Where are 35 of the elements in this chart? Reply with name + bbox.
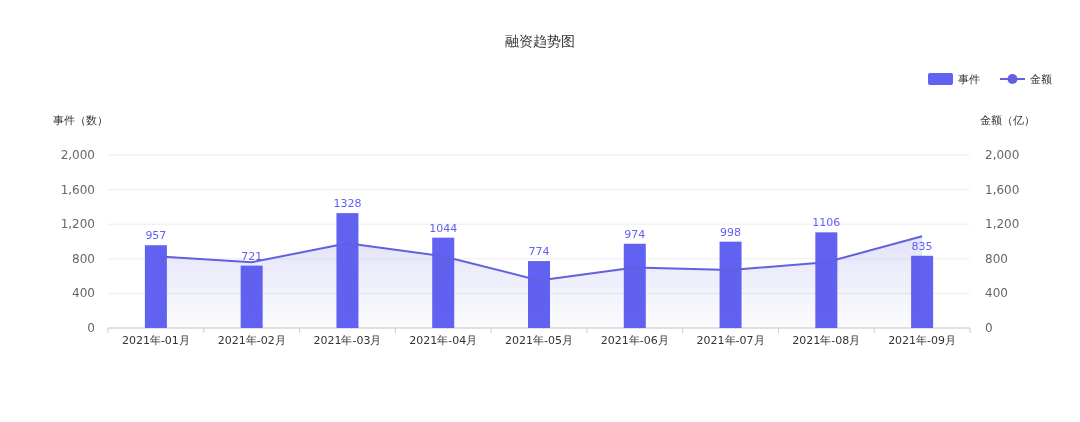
- y-tick-label: 0: [87, 321, 95, 335]
- y-tick-label: 2,000: [60, 148, 95, 162]
- x-tick-label: 2021年-03月: [313, 334, 382, 347]
- y2-axis-title: 金额（亿）: [979, 114, 1035, 127]
- x-tick-label: 2021年-06月: [600, 334, 669, 347]
- legend-label: 金额: [1030, 73, 1052, 86]
- chart-title: 融资趋势图: [505, 33, 575, 49]
- x-tick-label: 2021年-09月: [888, 334, 957, 347]
- y2-tick-label: 2,000: [985, 148, 1020, 162]
- y-tick-label: 1,200: [60, 217, 95, 232]
- data-label: 721: [241, 249, 263, 263]
- data-label: 1044: [429, 221, 458, 235]
- x-tick-label: 2021年-04月: [409, 334, 478, 347]
- y2-tick-label: 1,600: [985, 182, 1020, 197]
- y-tick-label: 800: [72, 251, 95, 266]
- data-label: 974: [624, 227, 646, 241]
- legend-label: 事件: [958, 73, 980, 86]
- y-axis-title: 事件（数）: [52, 114, 108, 127]
- x-tick-label: 2021年-01月: [121, 334, 190, 347]
- y2-tick-label: 0: [985, 321, 993, 335]
- data-label: 998: [720, 225, 742, 239]
- y-tick-label: 400: [72, 286, 95, 301]
- data-label: 1328: [333, 197, 362, 211]
- y-tick-label: 1,600: [60, 182, 95, 197]
- data-label: 774: [528, 245, 550, 259]
- x-tick-label: 2021年-08月: [792, 334, 861, 347]
- data-label: 957: [145, 229, 167, 243]
- y2-tick-label: 1,200: [985, 217, 1020, 232]
- data-label: 1106: [812, 216, 841, 230]
- x-tick-label: 2021年-07月: [696, 334, 765, 347]
- x-tick-label: 2021年-05月: [505, 334, 573, 347]
- data-label: 835: [911, 239, 933, 253]
- y2-tick-label: 800: [985, 251, 1008, 266]
- y2-tick-label: 400: [985, 286, 1008, 301]
- x-tick-label: 2021年-02月: [217, 334, 286, 347]
